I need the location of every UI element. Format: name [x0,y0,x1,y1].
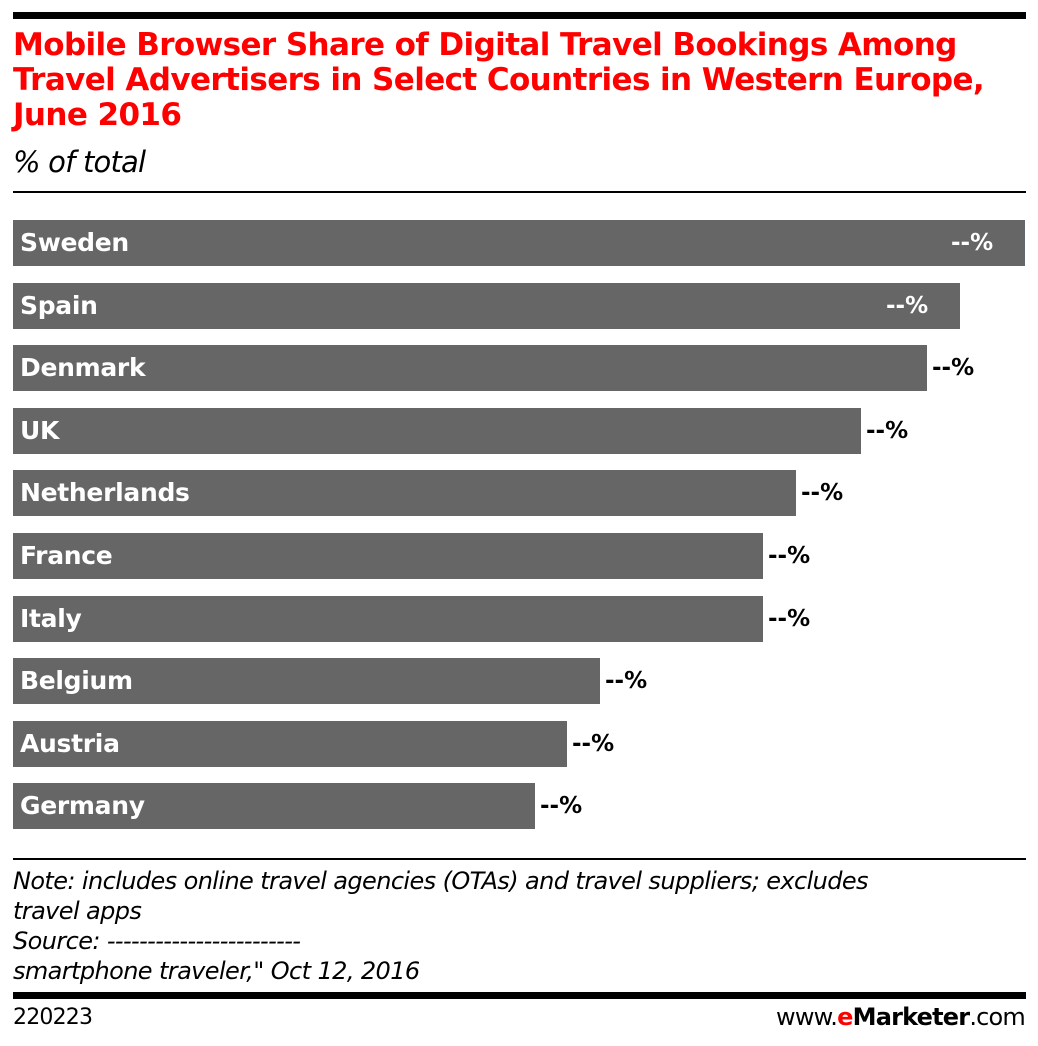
footer-divider [13,858,1026,860]
bar-label: Denmark [20,353,146,383]
bar [13,658,600,705]
bar-label: Austria [20,728,120,758]
note-line: travel apps [13,897,142,925]
bar [13,220,1025,266]
bar-value: --% [951,230,994,256]
bar [13,595,763,642]
source-line: smartphone traveler," Oct 12, 2016 [13,957,420,985]
bar-row: Denmark --% [13,345,1026,392]
brand-suffix: .com [969,1003,1025,1031]
bar-label: UK [20,415,60,445]
bar-row: Belgium --% [13,658,1026,705]
bar-row: Sweden --% [13,220,1026,266]
bar-row: Spain --% [13,282,1026,329]
chart-id: 220223 [13,1005,93,1030]
bar-label: Spain [20,290,98,320]
bar [13,345,927,392]
bar-value: --% [540,793,583,820]
bar-row: Austria --% [13,720,1026,767]
brand-name: Marketer [852,1003,971,1031]
bar-row: France --% [13,533,1026,579]
bar-value: --% [768,543,811,569]
bar-value: --% [572,730,615,757]
bar-value: --% [886,292,929,319]
chart-subtitle: % of total [13,145,146,179]
bar-value: --% [801,480,844,507]
brand-logo: www.eMarketer.com [776,1003,1026,1031]
bar [13,783,535,830]
source-line: Source: ------------------------ [13,927,301,955]
note-line: Note: includes online travel agencies (O… [13,867,869,895]
brand-e: e [837,1003,853,1031]
bar [13,282,960,329]
bar [13,407,861,454]
bar-row: Netherlands --% [13,470,1026,517]
bar-label: Sweden [20,228,129,257]
chart-title: Mobile Browser Share of Digital Travel B… [13,27,985,133]
bar-value: --% [605,668,648,695]
bar [13,533,763,579]
bar [13,720,567,767]
bar-value: --% [768,605,811,632]
bar-row: Germany --% [13,783,1026,830]
bottom-rule [13,992,1026,999]
bar-label: Belgium [20,666,133,696]
bar-row: Italy --% [13,595,1026,642]
bar-value: --% [866,417,909,444]
bar [13,470,796,517]
bar-label: Netherlands [20,478,190,508]
bar-row: UK --% [13,407,1026,454]
bar-label: Germany [20,791,145,821]
bar-value: --% [932,355,975,382]
top-rule [13,12,1026,19]
bar-label: Italy [20,603,82,633]
brand-prefix: www. [776,1003,838,1031]
chart-notes: Note: includes online travel agencies (O… [13,866,1026,986]
bar-label: France [20,541,113,570]
header-divider [13,191,1026,193]
